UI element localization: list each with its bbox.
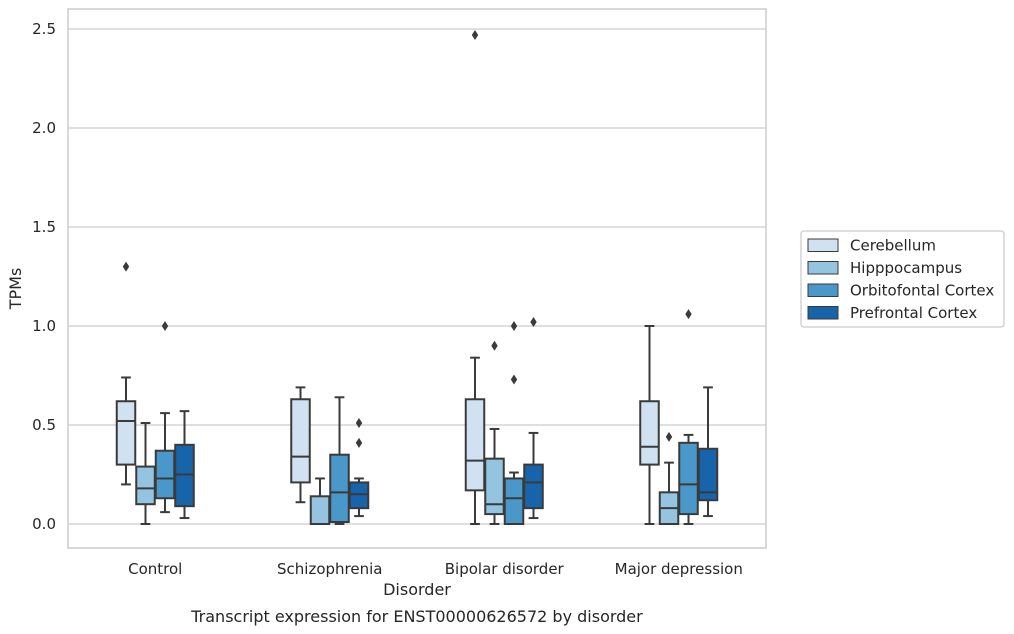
legend-swatch: [807, 261, 839, 275]
outlier-point: [685, 309, 692, 320]
box-prefrontal-cortex: [348, 418, 370, 518]
box-prefrontal-cortex: [697, 386, 719, 518]
outlier-point: [471, 29, 479, 40]
boxes: [115, 29, 719, 526]
chart-caption: Transcript expression for ENST0000062657…: [190, 607, 643, 626]
outlier-point: [510, 374, 518, 385]
legend-swatch: [807, 238, 839, 252]
outlier-point: [530, 317, 537, 328]
iqr-box: [697, 447, 719, 502]
y-tick-label: 1.5: [32, 218, 56, 236]
y-tick-label: 2.5: [32, 20, 56, 38]
box-orbitofontal-cortex: [678, 309, 699, 525]
iqr-box: [464, 398, 486, 492]
box-hipppocampus: [484, 340, 505, 525]
x-axis-label: Disorder: [383, 580, 451, 599]
iqr-box: [523, 463, 544, 510]
box-cerebellum: [639, 325, 660, 525]
box-prefrontal-cortex: [174, 410, 195, 520]
legend-swatch: [807, 283, 839, 297]
iqr-box: [135, 465, 156, 506]
iqr-box: [154, 449, 176, 500]
legend-label: Hipppocampus: [850, 259, 962, 277]
y-tick-label: 0.5: [32, 416, 56, 434]
outlier-point: [355, 418, 363, 429]
outlier-point: [161, 321, 169, 331]
box-hipppocampus: [309, 477, 331, 525]
plot-frame: [67, 8, 767, 549]
iqr-box: [115, 400, 137, 466]
legend-swatch: [807, 306, 839, 320]
legend: Cerebellum Hipppocampus Orbitofontal Corte…: [800, 230, 1005, 328]
iqr-box: [678, 441, 699, 516]
box-orbitofontal-cortex: [329, 396, 350, 525]
x-tick-label: Control: [128, 560, 182, 578]
box-cerebellum: [464, 29, 486, 525]
x-tick-label: Bipolar disorder: [445, 560, 565, 578]
x-tick-label: Schizophrenia: [277, 560, 382, 578]
outlier-point: [355, 437, 363, 448]
y-tick-label: 0.0: [32, 515, 56, 533]
x-tick-label: Major depression: [615, 560, 743, 578]
box-orbitofontal-cortex: [154, 321, 176, 514]
iqr-box: [503, 477, 525, 525]
iqr-box: [309, 495, 331, 525]
x-tick-labels: Control Schizophrenia Bipolar disorder Majo…: [128, 560, 743, 578]
legend-label: Cerebellum: [850, 237, 936, 255]
outlier-point: [665, 431, 673, 442]
box-prefrontal-cortex: [523, 317, 544, 520]
box-hipppocampus: [135, 422, 156, 525]
y-tick-label: 1.0: [32, 317, 56, 335]
iqr-box: [484, 457, 505, 516]
y-axis-label: TPMs: [6, 268, 25, 311]
legend-frame: [800, 230, 1005, 328]
box-cerebellum: [290, 386, 311, 504]
iqr-box: [290, 398, 311, 484]
y-tick-label: 2.0: [32, 119, 56, 137]
outlier-point: [491, 340, 498, 351]
y-tick-labels: 0.0 0.5 1.0 1.5 2.0 2.5: [32, 20, 56, 533]
box-cerebellum: [115, 261, 137, 486]
outlier-point: [122, 261, 130, 272]
iqr-box: [329, 453, 350, 524]
box-hipppocampus: [658, 431, 680, 526]
legend-label: Prefrontal Cortex: [850, 304, 977, 322]
legend-label: Orbitofontal Cortex: [850, 282, 994, 300]
box-orbitofontal-cortex: [503, 321, 525, 525]
outlier-point: [510, 321, 518, 331]
iqr-box: [639, 400, 660, 466]
